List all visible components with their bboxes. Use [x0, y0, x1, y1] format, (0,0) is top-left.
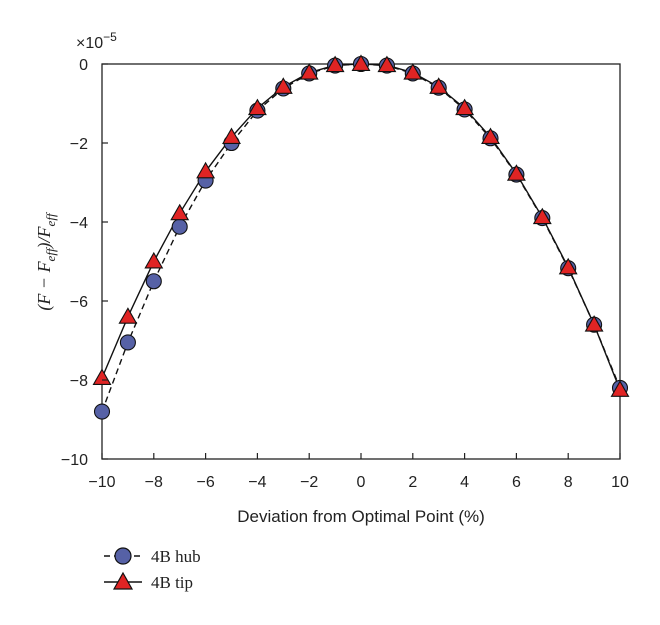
tip-point — [481, 127, 500, 144]
hub-point — [171, 218, 188, 235]
x-tick-label: −6 — [196, 474, 214, 491]
x-axis-ticks: −10 −8 −6 −4 −2 0 2 4 6 8 10 — [88, 453, 629, 491]
x-tick-label: −4 — [248, 474, 266, 491]
plot-area — [92, 54, 630, 460]
legend: 4B hub 4B tip — [104, 547, 201, 592]
tip-point — [299, 63, 319, 80]
x-tick-label: −8 — [145, 474, 163, 491]
tip-point — [584, 315, 604, 332]
y-tick-label: 0 — [79, 57, 88, 74]
x-tick-label: 4 — [460, 474, 469, 491]
tip-point — [92, 368, 112, 385]
tip-point — [247, 98, 267, 116]
tip-point — [403, 63, 423, 80]
tip-point — [351, 54, 371, 71]
tip-point — [558, 257, 578, 275]
tip-point — [532, 207, 552, 225]
legend-hub-marker — [114, 547, 132, 565]
series-curves — [101, 63, 621, 412]
tip-point — [170, 203, 190, 221]
tip-point — [429, 77, 449, 94]
hub-point — [119, 334, 136, 351]
legend-item-hub: 4B hub — [104, 547, 201, 566]
hub-point — [93, 403, 111, 420]
legend-tip-marker — [112, 571, 134, 590]
tip-point — [506, 164, 526, 181]
y-axis-label: (F − Feff)/Feff — [34, 211, 58, 311]
tip-point — [118, 307, 138, 324]
tip-point — [455, 98, 475, 116]
y-tick-label: −8 — [70, 373, 88, 390]
x-tick-label: 10 — [611, 474, 629, 491]
x-tick-label: −10 — [88, 474, 115, 491]
legend-hub-label: 4B hub — [151, 547, 201, 566]
tip-point — [325, 55, 345, 73]
y-multiplier: ×10−5 — [76, 30, 117, 52]
x-tick-label: 8 — [564, 474, 573, 491]
y-tick-label: −6 — [70, 294, 88, 311]
plot-frame — [101, 63, 621, 460]
tip-point — [377, 55, 397, 73]
x-axis-label: Deviation from Optimal Point (%) — [237, 507, 485, 526]
tip-point — [222, 127, 241, 144]
tip-point — [273, 77, 293, 94]
y-tick-label: −4 — [70, 215, 88, 232]
y-tick-label: −10 — [61, 452, 88, 469]
x-tick-label: −2 — [300, 474, 318, 491]
legend-item-tip: 4B tip — [104, 571, 193, 592]
tip-point — [610, 380, 630, 397]
legend-tip-label: 4B tip — [151, 573, 193, 592]
hub-point — [145, 273, 162, 290]
x-tick-label: 0 — [357, 474, 366, 491]
x-tick-label: 6 — [512, 474, 521, 491]
x-tick-label: 2 — [408, 474, 417, 491]
series-line-hub — [101, 63, 621, 412]
y-axis-ticks: 0 −2 −4 −6 −8 −10 — [61, 57, 108, 469]
tip-point — [144, 251, 164, 269]
series-markers — [92, 54, 630, 420]
y-tick-label: −2 — [70, 136, 88, 153]
tip-point — [196, 161, 216, 179]
